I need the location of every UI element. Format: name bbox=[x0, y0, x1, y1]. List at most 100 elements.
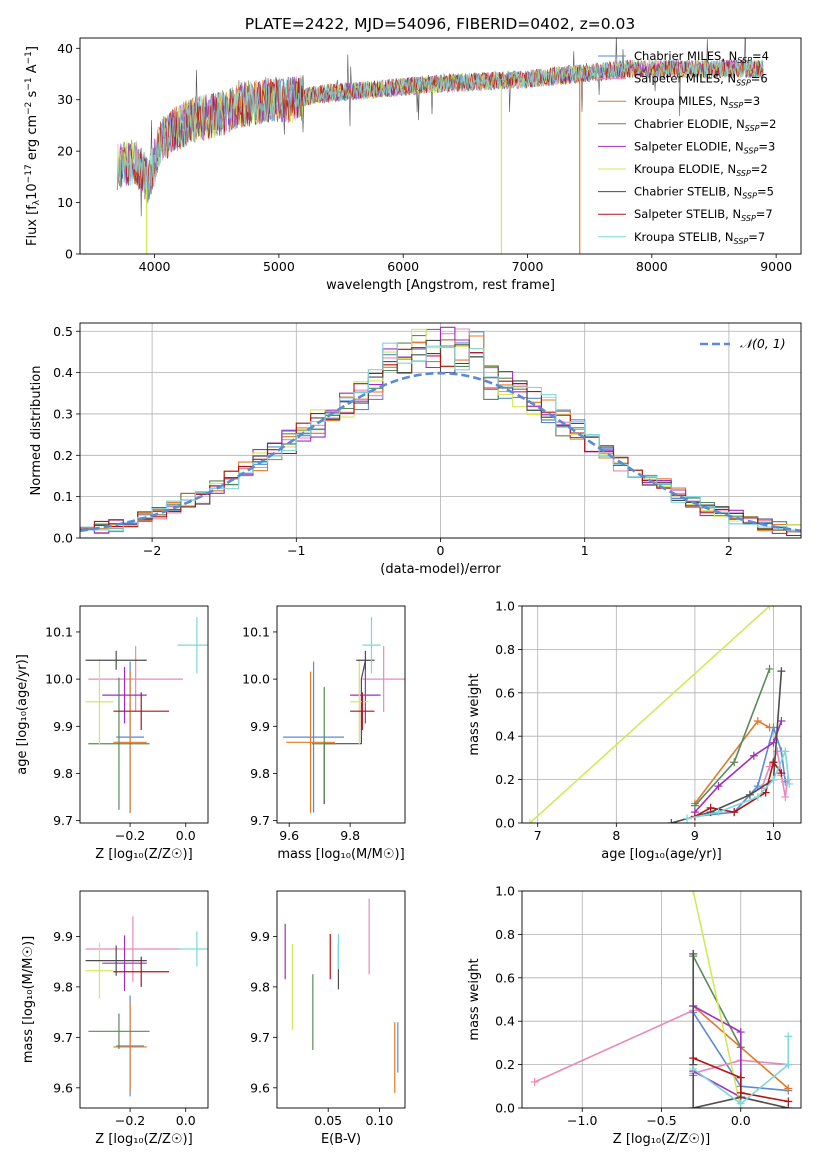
legend-text-part: =2 bbox=[751, 162, 768, 176]
x-tick-label: 0 bbox=[437, 543, 445, 558]
weight-marker-salpeter-stelib bbox=[689, 1054, 698, 1063]
x-tick-label: 8 bbox=[612, 828, 620, 843]
y-tick-label: 9.8 bbox=[53, 979, 73, 994]
x-tick-label: 7000 bbox=[512, 259, 544, 274]
legend-text-part: =7 bbox=[756, 207, 773, 221]
x-axis-label: E(B-V) bbox=[321, 1132, 361, 1147]
x-axis-label: age [log₁₀(age/yr)] bbox=[601, 847, 722, 862]
axes-frame bbox=[276, 890, 406, 1109]
legend-text-part: =3 bbox=[758, 139, 775, 153]
y-tick-label: 0.4 bbox=[495, 1014, 515, 1029]
y-tick-label: 0.1 bbox=[53, 489, 73, 504]
legend-text-part: SSP bbox=[742, 192, 757, 201]
y-axis-label: mass weight bbox=[467, 673, 482, 755]
legend-entry-kroupa-elodie: Kroupa ELODIE, NSSP=2 bbox=[634, 162, 768, 178]
y-tick-label: 0.0 bbox=[495, 816, 515, 831]
legend-text-part: =7 bbox=[748, 230, 765, 244]
x-tick-label: 9 bbox=[691, 828, 699, 843]
weight-marker-kroupa-stelib bbox=[785, 779, 794, 788]
weight-line-salpeter-elodie bbox=[692, 1005, 742, 1099]
legend-entry-normal: 𝒩(0, 1) bbox=[740, 336, 786, 351]
y-axis-label-part: 10 bbox=[25, 183, 40, 200]
figure-title: PLATE=2422, MJD=54096, FIBERID=0402, z=0… bbox=[245, 15, 635, 33]
y-tick-label: 30 bbox=[57, 92, 73, 107]
x-axis-label: Z [log₁₀(Z/Z☉)] bbox=[95, 1132, 192, 1147]
y-axis-label: Normed distribution bbox=[29, 366, 44, 496]
y-tick-label: 9.8 bbox=[250, 766, 270, 781]
y-tick-label: 0.8 bbox=[495, 927, 515, 942]
y-tick-label: 0.5 bbox=[53, 324, 73, 339]
weight-marker-salpeter-miles bbox=[530, 1077, 539, 1086]
weight-marker-chabrier-stelib bbox=[689, 949, 698, 958]
y-tick-label: 9.7 bbox=[250, 1030, 270, 1045]
weight-marker-kroupa-stelib bbox=[736, 1099, 745, 1108]
weight-line-chabrier-stelib bbox=[671, 671, 783, 823]
weight-marker-salpeter-stelib bbox=[730, 808, 739, 817]
mass-vs-z-plot-area bbox=[85, 916, 208, 1097]
y-tick-label: 0.0 bbox=[495, 1101, 515, 1116]
weight-marker-chabrier-stelib bbox=[667, 819, 676, 823]
legend-text-part: SSP bbox=[737, 56, 752, 65]
axes-frame bbox=[79, 605, 209, 824]
legend-text-part: Kroupa STELIB, N bbox=[634, 230, 734, 244]
x-tick-label: 9.8 bbox=[340, 828, 360, 843]
y-tick-label: 1.0 bbox=[495, 884, 515, 899]
spectrum-panel: 4000 5000 6000 7000 8000 9000 0 10 20 30 40 wavelen… bbox=[24, 37, 802, 293]
y-tick-label: 0.8 bbox=[495, 642, 515, 657]
x-tick-label: −1.0 bbox=[567, 1113, 597, 1128]
weight-marker-chabrier-elodie bbox=[730, 758, 739, 767]
mass-weight-vs-age-plot-area bbox=[525, 606, 794, 823]
weight-marker-kroupa-stelib bbox=[753, 792, 762, 801]
weight-line-salpeter-stelib bbox=[692, 1057, 789, 1103]
x-tick-label: 2 bbox=[725, 543, 733, 558]
y-tick-label: 10.0 bbox=[45, 672, 73, 687]
weight-marker-salpeter-elodie bbox=[736, 1028, 745, 1037]
mass-vs-e-b-v-panel: 0.05 0.10 9.6 9.7 9.8 9.9 E(B-V) bbox=[250, 890, 406, 1147]
histogram-panel: −2 −1 0 1 2 0.0 0.1 0.2 0.3 0.4 0.5 (data-model)/er… bbox=[29, 322, 802, 577]
mass-vs-z-panel: −0.2 0.0 9.6 9.7 9.8 9.9 Z [log₁₀(Z/Z☉)] mass [… bbox=[21, 890, 209, 1147]
axes-frame bbox=[79, 322, 802, 539]
y-axis-label-part: −1 bbox=[24, 51, 34, 64]
histogram-plot-area bbox=[80, 326, 801, 537]
y-tick-label: 9.9 bbox=[53, 929, 73, 944]
x-tick-label: 0.0 bbox=[731, 1113, 751, 1128]
y-tick-label: 9.7 bbox=[53, 1030, 73, 1045]
legend-text-part: SSP bbox=[736, 79, 751, 88]
weight-marker-kroupa-miles bbox=[765, 723, 774, 732]
x-tick-label: −0.2 bbox=[115, 828, 145, 843]
weight-marker-salpeter-miles bbox=[781, 792, 790, 801]
spectrum-plot-area bbox=[116, 38, 764, 254]
weight-marker-salpeter-elodie bbox=[714, 782, 723, 791]
legend-text-part: =5 bbox=[757, 185, 774, 199]
y-axis-label-part: erg cm bbox=[25, 115, 40, 164]
x-axis-label: (data-model)/error bbox=[380, 562, 501, 577]
weight-marker-salpeter-elodie bbox=[777, 717, 786, 726]
axes-frame bbox=[79, 37, 802, 255]
y-axis-label-part: Flux [f bbox=[25, 205, 40, 246]
y-axis-label-part: λ bbox=[32, 199, 42, 205]
x-tick-label: 0.05 bbox=[314, 1113, 342, 1128]
x-tick-label: −0.2 bbox=[115, 1113, 145, 1128]
axes-frame bbox=[521, 605, 802, 824]
y-tick-label: 10.0 bbox=[242, 672, 270, 687]
weight-marker-salpeter-stelib bbox=[784, 1097, 793, 1106]
x-tick-label: 0.0 bbox=[176, 828, 196, 843]
y-tick-label: 9.9 bbox=[250, 719, 270, 734]
y-axis-label-part: −17 bbox=[24, 164, 34, 183]
y-tick-label: 9.6 bbox=[250, 1080, 270, 1095]
weight-marker-salpeter-stelib bbox=[736, 1088, 745, 1097]
weight-line-kroupa-elodie bbox=[692, 891, 742, 1108]
x-tick-label: 0.0 bbox=[176, 1113, 196, 1128]
legend-entry-chabrier-stelib: Chabrier STELIB, NSSP=5 bbox=[634, 185, 774, 201]
x-tick-label: 7 bbox=[534, 828, 542, 843]
y-tick-label: 0.2 bbox=[53, 448, 73, 463]
weight-marker-kroupa-stelib bbox=[714, 808, 723, 817]
y-axis-label-part: −1 bbox=[24, 77, 34, 90]
x-axis-label: Z [log₁₀(Z/Z☉)] bbox=[95, 847, 192, 862]
x-tick-label: 9000 bbox=[760, 259, 792, 274]
legend-text-part: Salpeter MILES, N bbox=[634, 72, 736, 86]
legend-text-part: SSP bbox=[729, 101, 744, 110]
legend-entry-kroupa-miles: Kroupa MILES, NSSP=3 bbox=[634, 94, 760, 110]
